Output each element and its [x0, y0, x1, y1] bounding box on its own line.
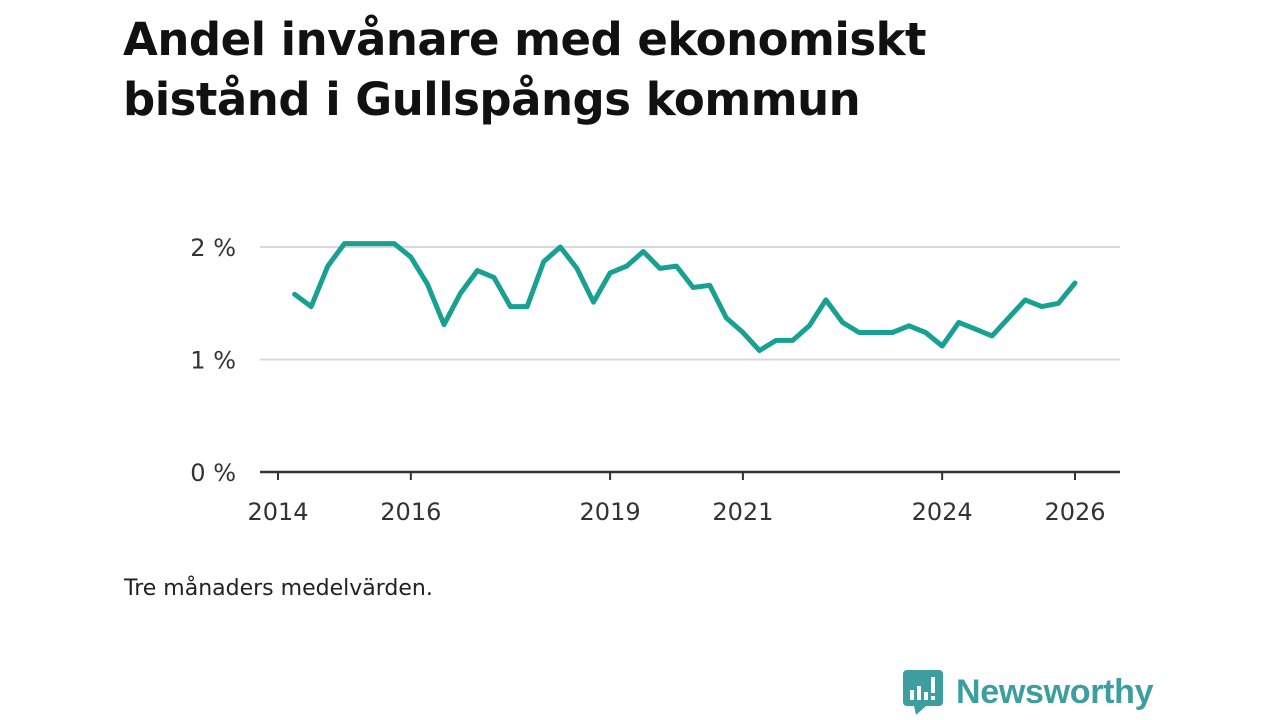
x-tick-label: 2024	[912, 498, 973, 526]
y-tick-label: 0 %	[190, 459, 236, 487]
y-tick-label: 2 %	[190, 234, 236, 262]
brand-name: Newsworthy	[956, 672, 1154, 711]
chart-title-line-2: bistånd i Gullspångs kommun	[123, 73, 861, 126]
x-tick-label: 2019	[580, 498, 641, 526]
chart-caption: Tre månaders medelvärden.	[124, 576, 433, 601]
newsworthy-logo: Newsworthy	[902, 668, 1154, 716]
series-line-0	[292, 241, 1078, 353]
x-tick-label: 2021	[712, 498, 773, 526]
x-tick-label: 2016	[380, 498, 441, 526]
chart-title-line-1: Andel invånare med ekonomiskt	[123, 13, 927, 66]
x-tick-label: 2026	[1044, 498, 1105, 526]
x-tick-label: 2014	[247, 498, 308, 526]
newsworthy-logo-icon	[903, 670, 943, 715]
y-tick-label: 1 %	[190, 347, 236, 375]
chart-title: Andel invånare med ekonomiskt bistånd i …	[123, 10, 1123, 130]
